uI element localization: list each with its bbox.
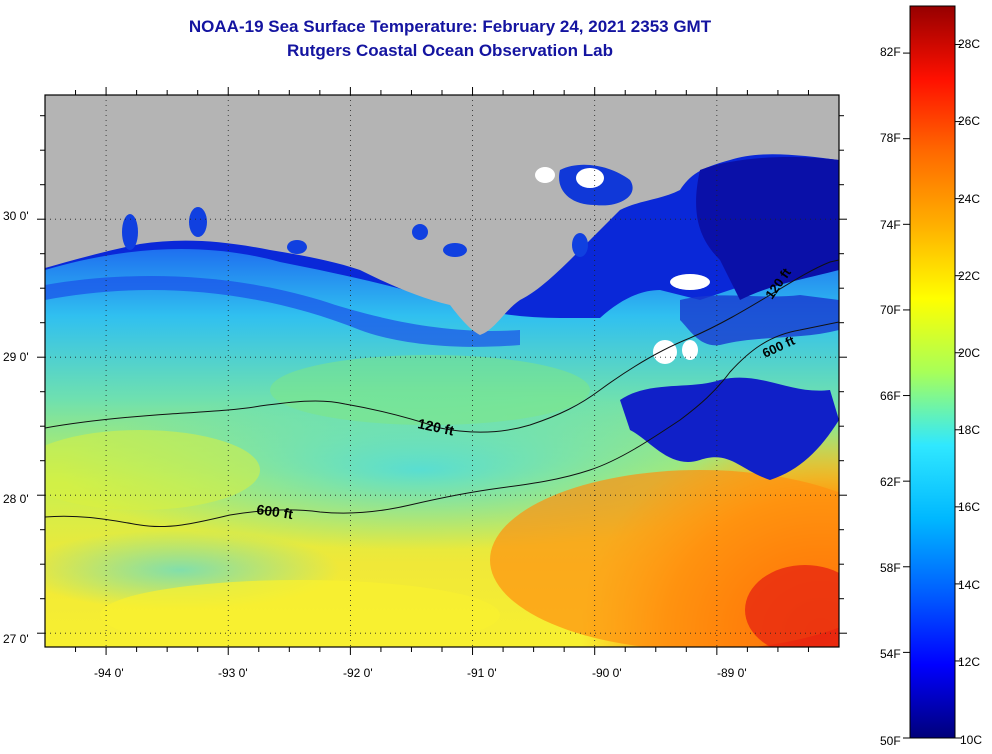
lat-label-30: 30 0' bbox=[3, 209, 29, 223]
lat-label-27: 27 0' bbox=[3, 632, 29, 646]
orange-water-core bbox=[490, 470, 839, 647]
cold-eddies-east bbox=[620, 377, 839, 480]
map-subtitle: Rutgers Coastal Ocean Observation Lab bbox=[287, 41, 613, 60]
yellow-water-west bbox=[45, 430, 260, 510]
lat-label-29: 29 0' bbox=[3, 350, 29, 364]
lon-label-92: -92 0' bbox=[343, 666, 373, 680]
contour-label-120-central: 120 ft bbox=[416, 415, 455, 438]
cold-eddies-river bbox=[680, 295, 839, 346]
cold-water-band bbox=[45, 275, 520, 347]
lon-label-90: -90 0' bbox=[592, 666, 622, 680]
land-mass bbox=[45, 95, 839, 335]
inland-water-6 bbox=[443, 243, 467, 257]
contour-label-600-west: 600 ft bbox=[256, 501, 295, 522]
graticule bbox=[45, 95, 839, 647]
axis-ticks bbox=[37, 87, 847, 655]
inland-water-3 bbox=[189, 207, 207, 237]
cold-water-delta bbox=[696, 157, 839, 300]
inland-water-5 bbox=[412, 224, 428, 240]
cloud-patch-4 bbox=[653, 340, 677, 364]
inland-water-4 bbox=[287, 240, 307, 254]
contour-120ft-west bbox=[45, 259, 839, 433]
yellow-water-south bbox=[100, 580, 500, 647]
lon-label-91: -91 0' bbox=[467, 666, 497, 680]
map-title: NOAA-19 Sea Surface Temperature: Februar… bbox=[188, 17, 712, 36]
lon-label-93: -93 0' bbox=[218, 666, 248, 680]
lon-label-94: -94 0' bbox=[94, 666, 124, 680]
inland-water-7 bbox=[572, 233, 588, 257]
contour-600ft bbox=[45, 321, 839, 528]
lat-label-28: 28 0' bbox=[3, 492, 29, 506]
cloud-patch-5 bbox=[682, 340, 698, 360]
cloud-patch-3 bbox=[670, 274, 710, 290]
lon-label-89: -89 0' bbox=[717, 666, 747, 680]
red-water-core bbox=[745, 565, 839, 647]
inland-water-2 bbox=[122, 214, 138, 250]
cloud-patch-1 bbox=[576, 168, 604, 188]
cloud-patch-2 bbox=[535, 167, 555, 183]
